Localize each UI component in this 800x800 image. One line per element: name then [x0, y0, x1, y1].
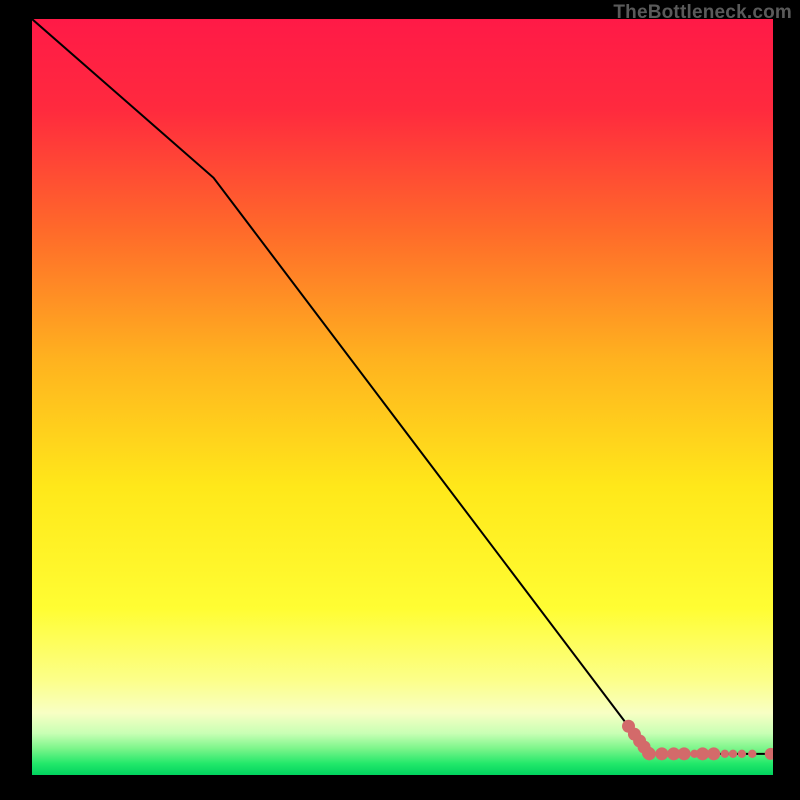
data-marker	[748, 750, 756, 758]
chart-container: TheBottleneck.com	[0, 0, 800, 800]
data-marker	[643, 747, 656, 760]
data-marker	[765, 748, 773, 760]
plot-area	[32, 19, 773, 775]
data-marker	[678, 747, 691, 760]
data-marker	[729, 750, 737, 758]
data-marker	[655, 747, 668, 760]
watermark-text: TheBottleneck.com	[613, 2, 792, 24]
data-marker	[696, 747, 709, 760]
data-marker	[721, 750, 729, 758]
chart-overlay-svg	[32, 19, 773, 775]
trend-line	[32, 19, 773, 754]
data-marker	[707, 747, 720, 760]
data-marker	[738, 750, 746, 758]
